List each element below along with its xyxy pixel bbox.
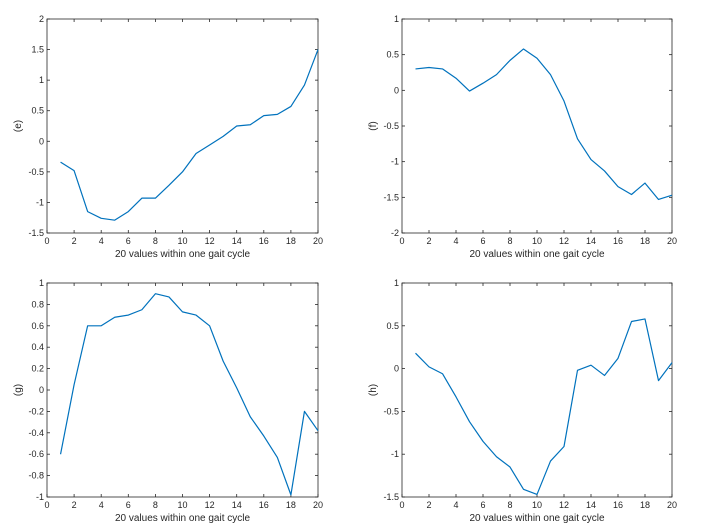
x-tick-label: 12 [205, 236, 215, 246]
x-tick-label: 6 [126, 500, 131, 510]
y-axis-label: (f) [368, 121, 379, 130]
y-tick-label: -1 [391, 157, 399, 167]
y-tick-label: -1 [36, 492, 44, 502]
y-tick-label: 0.6 [31, 321, 44, 331]
x-tick-label: 10 [177, 500, 187, 510]
chart-panel-4: 0 2 4 6 8 10 12 14 16 18 20 -1.5 -1 -0.5 0 0.5 1 20 value… [368, 278, 677, 524]
x-tick-label: 20 [667, 236, 677, 246]
x-tick-label: 8 [507, 236, 512, 246]
x-tick-label: 6 [480, 500, 485, 510]
y-tick-label: 0.4 [31, 342, 44, 352]
y-tick-label: 0.2 [31, 364, 44, 374]
x-tick-label: 20 [313, 236, 323, 246]
y-tick-label: 0 [39, 136, 44, 146]
x-tick-label: 0 [399, 500, 404, 510]
plot-frame [401, 282, 673, 498]
x-tick-label: 8 [153, 500, 158, 510]
y-tick-label: -0.8 [28, 471, 44, 481]
x-axis-label: 20 values within one gait cycle [115, 249, 251, 260]
y-tick-label: -2 [391, 228, 399, 238]
chart-panel-3: 0 2 4 6 8 10 12 14 16 18 20 -1 -0.8 -0.6 -0.4 -0.2 0 0.2 0… [13, 278, 323, 524]
x-tick-label: 0 [44, 500, 49, 510]
x-tick-label: 16 [613, 500, 623, 510]
x-axis-label: 20 values within one gait cycle [469, 249, 605, 260]
plot-frame [46, 18, 319, 234]
x-tick-label: 14 [586, 500, 596, 510]
x-tick-label: 10 [532, 236, 542, 246]
y-axis-label: (e) [13, 120, 24, 132]
y-tick-label: 1 [394, 278, 399, 288]
x-tick-label: 16 [259, 500, 269, 510]
x-tick-label: 12 [559, 500, 569, 510]
x-tick-label: 14 [232, 500, 242, 510]
series-line [415, 318, 673, 496]
y-tick-label: 0 [394, 85, 399, 95]
y-tick-label: -0.5 [383, 121, 399, 131]
x-axis-label: 20 values within one gait cycle [115, 513, 251, 524]
y-tick-label: 0.5 [386, 50, 399, 60]
series-line [60, 49, 319, 221]
x-tick-label: 12 [559, 236, 569, 246]
x-tick-label: 6 [126, 236, 131, 246]
y-tick-label: -0.4 [28, 428, 44, 438]
y-tick-label: 0 [39, 385, 44, 395]
x-tick-label: 18 [286, 500, 296, 510]
y-tick-label: -1 [391, 449, 399, 459]
y-tick-label: -0.2 [28, 406, 44, 416]
y-tick-label: -1.5 [383, 192, 399, 202]
y-tick-label: 1 [39, 75, 44, 85]
x-tick-label: 14 [586, 236, 596, 246]
x-tick-label: 18 [640, 500, 650, 510]
x-axis-label: 20 values within one gait cycle [469, 513, 605, 524]
y-tick-label: -1.5 [28, 228, 44, 238]
x-tick-label: 10 [177, 236, 187, 246]
y-tick-label: 0 [394, 364, 399, 374]
x-tick-label: 2 [426, 500, 431, 510]
x-tick-label: 14 [232, 236, 242, 246]
x-tick-label: 4 [99, 500, 104, 510]
series-line [59, 293, 319, 496]
x-tick-label: 18 [640, 236, 650, 246]
y-tick-label: -1.5 [383, 492, 399, 502]
y-tick-label: -0.5 [383, 406, 399, 416]
x-tick-label: 12 [205, 500, 215, 510]
x-tick-label: 10 [532, 500, 542, 510]
y-tick-label: -0.6 [28, 449, 44, 459]
x-tick-label: 16 [259, 236, 269, 246]
x-tick-label: 2 [426, 236, 431, 246]
y-tick-label: 0.8 [31, 299, 44, 309]
y-tick-label: -0.5 [28, 167, 44, 177]
y-tick-label: -1 [36, 197, 44, 207]
y-tick-label: 0.5 [386, 321, 399, 331]
series-line [415, 48, 673, 201]
chart-panel-1: 0 2 4 6 8 10 12 14 16 18 20 -1.5 -1 -0.5 0 0.5 1 1.5 2 20 v… [13, 14, 323, 260]
x-tick-label: 4 [453, 500, 458, 510]
x-tick-label: 4 [99, 236, 104, 246]
plot-frame [46, 282, 319, 498]
x-tick-label: 6 [480, 236, 485, 246]
x-tick-label: 8 [153, 236, 158, 246]
y-tick-label: 1 [394, 14, 399, 24]
plot-frame [401, 18, 673, 234]
y-axis-label: (h) [368, 384, 379, 396]
x-tick-label: 4 [453, 236, 458, 246]
x-tick-label: 20 [313, 500, 323, 510]
x-tick-label: 0 [44, 236, 49, 246]
x-tick-label: 8 [507, 500, 512, 510]
x-tick-label: 0 [399, 236, 404, 246]
y-axis-label: (g) [13, 384, 24, 396]
x-tick-label: 20 [667, 500, 677, 510]
chart-panel-2: 0 2 4 6 8 10 12 14 16 18 20 -2 -1.5 -1 -0.5 0 0.5 1 20 val… [368, 14, 677, 260]
y-tick-label: 2 [39, 14, 44, 24]
y-tick-label: 1 [39, 278, 44, 288]
x-tick-label: 18 [286, 236, 296, 246]
y-tick-label: 0.5 [31, 106, 44, 116]
y-tick-label: 1.5 [31, 45, 44, 55]
x-tick-label: 2 [72, 500, 77, 510]
x-tick-label: 2 [72, 236, 77, 246]
x-tick-label: 16 [613, 236, 623, 246]
